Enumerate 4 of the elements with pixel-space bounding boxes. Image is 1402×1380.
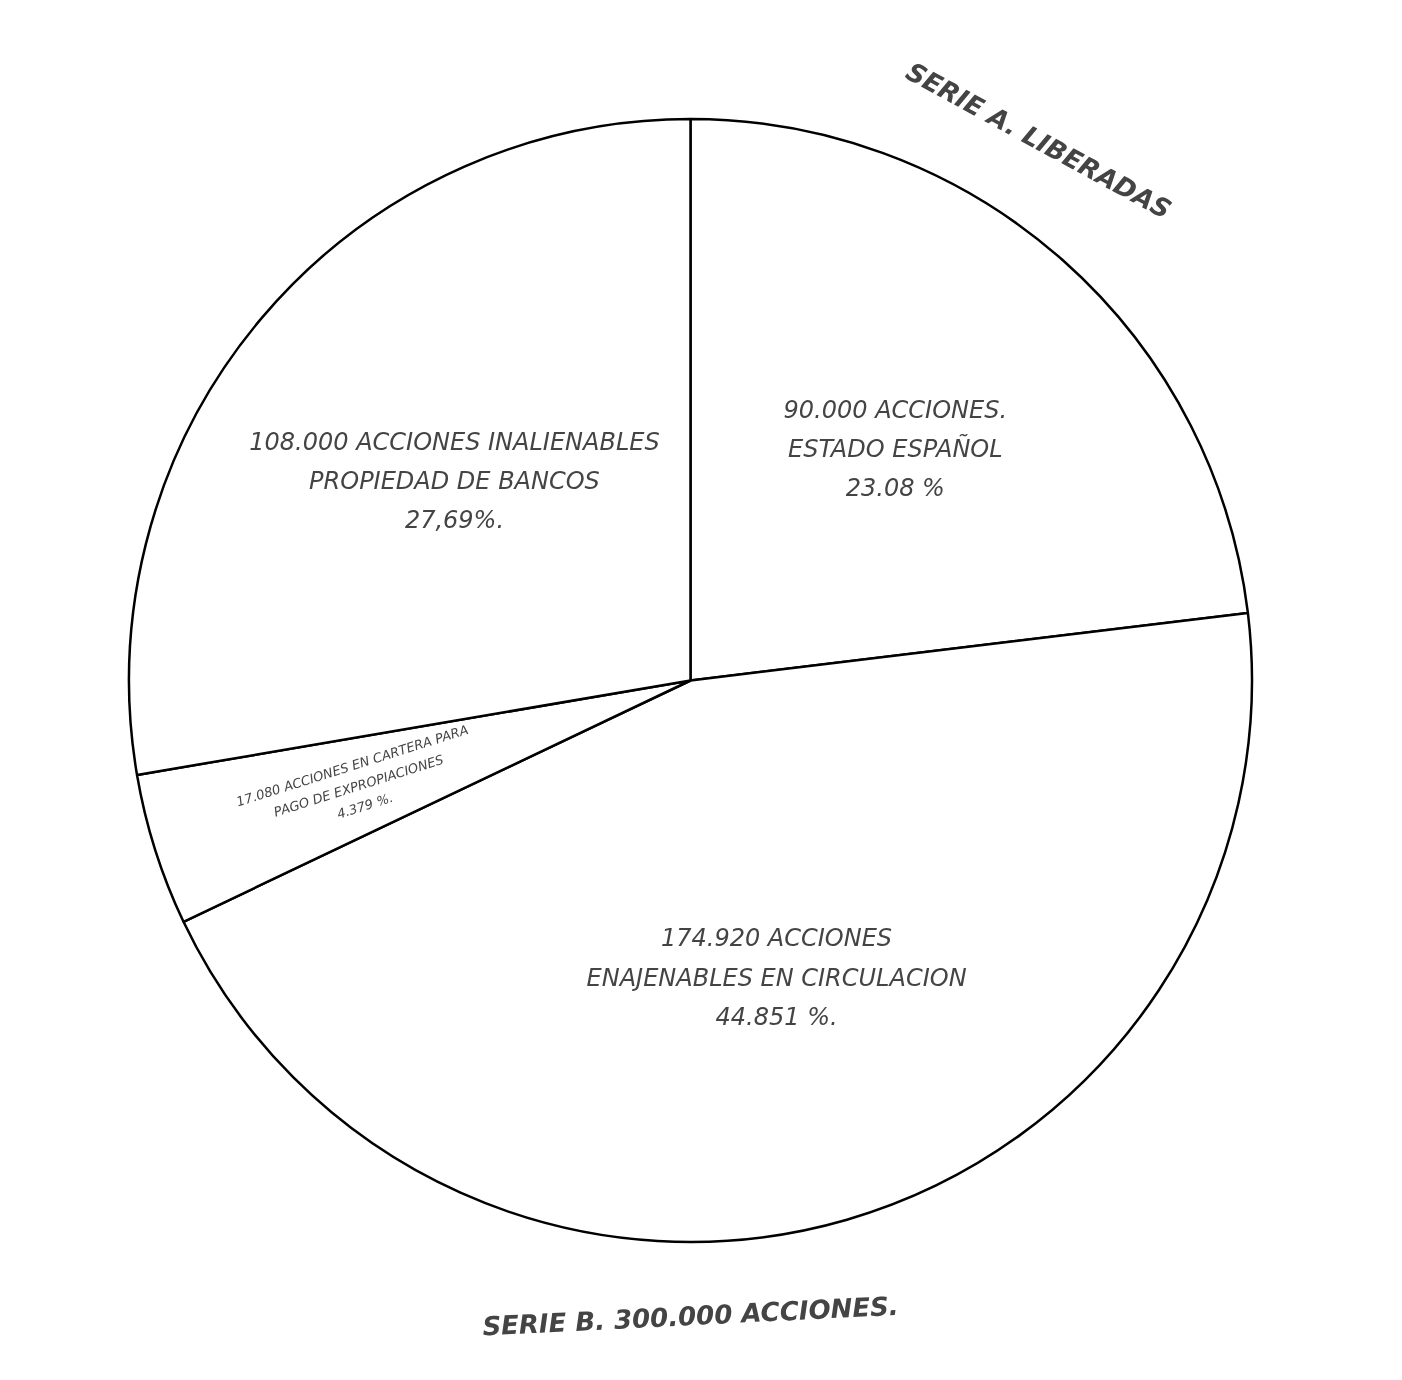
text: SERIE B. 300.000 ACCIONES.: [481, 1290, 900, 1342]
data-label: 108.000 ACCIONES INALIENABLES PROPIEDAD DE BANCOS 27,69%.: [249, 427, 660, 535]
data-label: 174.920 ACCIONES ENAJENABLES EN CIRCULACION 44.851 %.: [586, 924, 967, 1031]
data-label: 90.000 ACCIONES. ESTADO ESPAÑOL 23.08 %: [783, 395, 1008, 503]
